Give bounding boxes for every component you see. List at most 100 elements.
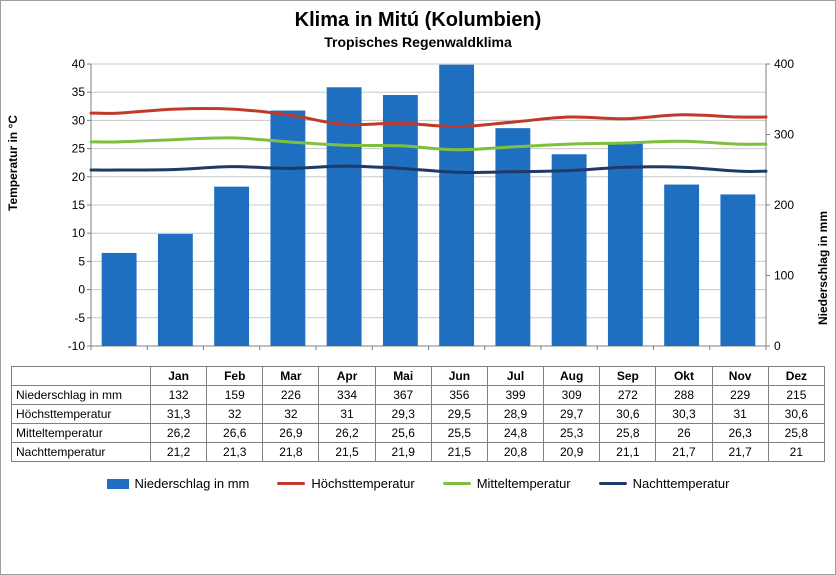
table-cell: 132: [151, 386, 207, 405]
table-cell: 334: [319, 386, 375, 405]
table-header-cell: [12, 367, 151, 386]
table-cell: 20,9: [544, 443, 600, 462]
chart-subtitle: Tropisches Regenwaldklima: [11, 34, 825, 50]
svg-text:200: 200: [774, 198, 794, 212]
table-cell: 30,6: [600, 405, 656, 424]
table-cell: 29,7: [544, 405, 600, 424]
table-cell: 30,3: [656, 405, 712, 424]
table-cell: 159: [207, 386, 263, 405]
table-row-label: Niederschlag in mm: [12, 386, 151, 405]
table-cell: 31: [319, 405, 375, 424]
legend-label: Mitteltemperatur: [477, 476, 571, 491]
svg-text:-10: -10: [68, 339, 86, 353]
svg-text:400: 400: [774, 57, 794, 71]
table-cell: 21: [768, 443, 824, 462]
svg-text:10: 10: [72, 226, 86, 240]
table-cell: 26,2: [151, 424, 207, 443]
table-header-cell: Sep: [600, 367, 656, 386]
table-cell: 25,8: [600, 424, 656, 443]
table-cell: 25,6: [375, 424, 431, 443]
table-cell: 20,8: [487, 443, 543, 462]
table-cell: 21,3: [207, 443, 263, 462]
svg-text:35: 35: [72, 85, 86, 99]
legend-swatch-line: [443, 482, 471, 485]
legend-item: Mitteltemperatur: [443, 476, 571, 491]
table-cell: 367: [375, 386, 431, 405]
legend-label: Nachttemperatur: [633, 476, 730, 491]
table-cell: 29,5: [431, 405, 487, 424]
legend-item: Höchsttemperatur: [277, 476, 414, 491]
table-header-cell: Okt: [656, 367, 712, 386]
table-cell: 26: [656, 424, 712, 443]
y-axis-left-label: Temperatur in °C: [6, 115, 20, 211]
table-cell: 26,6: [207, 424, 263, 443]
table-header-cell: Feb: [207, 367, 263, 386]
table-cell: 30,6: [768, 405, 824, 424]
table-cell: 21,8: [263, 443, 319, 462]
table-cell: 21,5: [319, 443, 375, 462]
table-header-cell: Dez: [768, 367, 824, 386]
legend: Niederschlag in mm Höchsttemperatur Mittel…: [11, 476, 825, 491]
svg-text:0: 0: [774, 339, 781, 353]
svg-text:30: 30: [72, 113, 86, 127]
table-cell: 32: [263, 405, 319, 424]
table-header-cell: Aug: [544, 367, 600, 386]
chart-area: Temperatur in °C -10-5051015202530354001…: [11, 56, 825, 366]
svg-text:20: 20: [72, 170, 86, 184]
legend-label: Niederschlag in mm: [135, 476, 250, 491]
table-header-cell: Mar: [263, 367, 319, 386]
legend-item: Niederschlag in mm: [107, 476, 250, 491]
table-header-cell: Jul: [487, 367, 543, 386]
table-cell: 26,9: [263, 424, 319, 443]
table-cell: 21,2: [151, 443, 207, 462]
svg-text:0: 0: [78, 283, 85, 297]
table-cell: 21,1: [600, 443, 656, 462]
table-cell: 24,8: [487, 424, 543, 443]
y-axis-right-label: Niederschlag in mm: [816, 211, 830, 325]
table-cell: 288: [656, 386, 712, 405]
legend-swatch-line: [599, 482, 627, 485]
table-cell: 25,8: [768, 424, 824, 443]
table-cell: 31: [712, 405, 768, 424]
table-cell: 32: [207, 405, 263, 424]
climate-chart-svg: -10-505101520253035400100200300400: [11, 56, 823, 356]
table-cell: 21,5: [431, 443, 487, 462]
table-cell: 215: [768, 386, 824, 405]
legend-swatch-line: [277, 482, 305, 485]
data-table: JanFebMarAprMaiJunJulAugSepOktNovDez Nied…: [11, 366, 825, 462]
table-header-cell: Jun: [431, 367, 487, 386]
table-cell: 21,9: [375, 443, 431, 462]
table-cell: 28,9: [487, 405, 543, 424]
table-row-label: Höchsttemperatur: [12, 405, 151, 424]
table-header-cell: Nov: [712, 367, 768, 386]
table-cell: 26,2: [319, 424, 375, 443]
table-cell: 25,3: [544, 424, 600, 443]
chart-title: Klima in Mitú (Kolumbien): [11, 9, 825, 32]
table-cell: 226: [263, 386, 319, 405]
svg-text:5: 5: [78, 254, 85, 268]
svg-text:300: 300: [774, 128, 794, 142]
svg-text:15: 15: [72, 198, 86, 212]
legend-label: Höchsttemperatur: [311, 476, 414, 491]
table-header-cell: Apr: [319, 367, 375, 386]
svg-text:40: 40: [72, 57, 86, 71]
table-cell: 272: [600, 386, 656, 405]
svg-text:-5: -5: [74, 311, 85, 325]
table-header-cell: Jan: [151, 367, 207, 386]
table-cell: 25,5: [431, 424, 487, 443]
svg-text:25: 25: [72, 142, 86, 156]
table-cell: 29,3: [375, 405, 431, 424]
table-header-cell: Mai: [375, 367, 431, 386]
table-cell: 356: [431, 386, 487, 405]
table-cell: 31,3: [151, 405, 207, 424]
table-cell: 26,3: [712, 424, 768, 443]
table-cell: 21,7: [656, 443, 712, 462]
climate-chart-frame: { "title": "Klima in Mitú (Kolumbien)", …: [0, 0, 836, 575]
table-row-label: Mitteltemperatur: [12, 424, 151, 443]
legend-item: Nachttemperatur: [599, 476, 730, 491]
legend-swatch-bar: [107, 479, 129, 489]
svg-text:100: 100: [774, 269, 794, 283]
table-row-label: Nachttemperatur: [12, 443, 151, 462]
table-cell: 399: [487, 386, 543, 405]
table-cell: 309: [544, 386, 600, 405]
